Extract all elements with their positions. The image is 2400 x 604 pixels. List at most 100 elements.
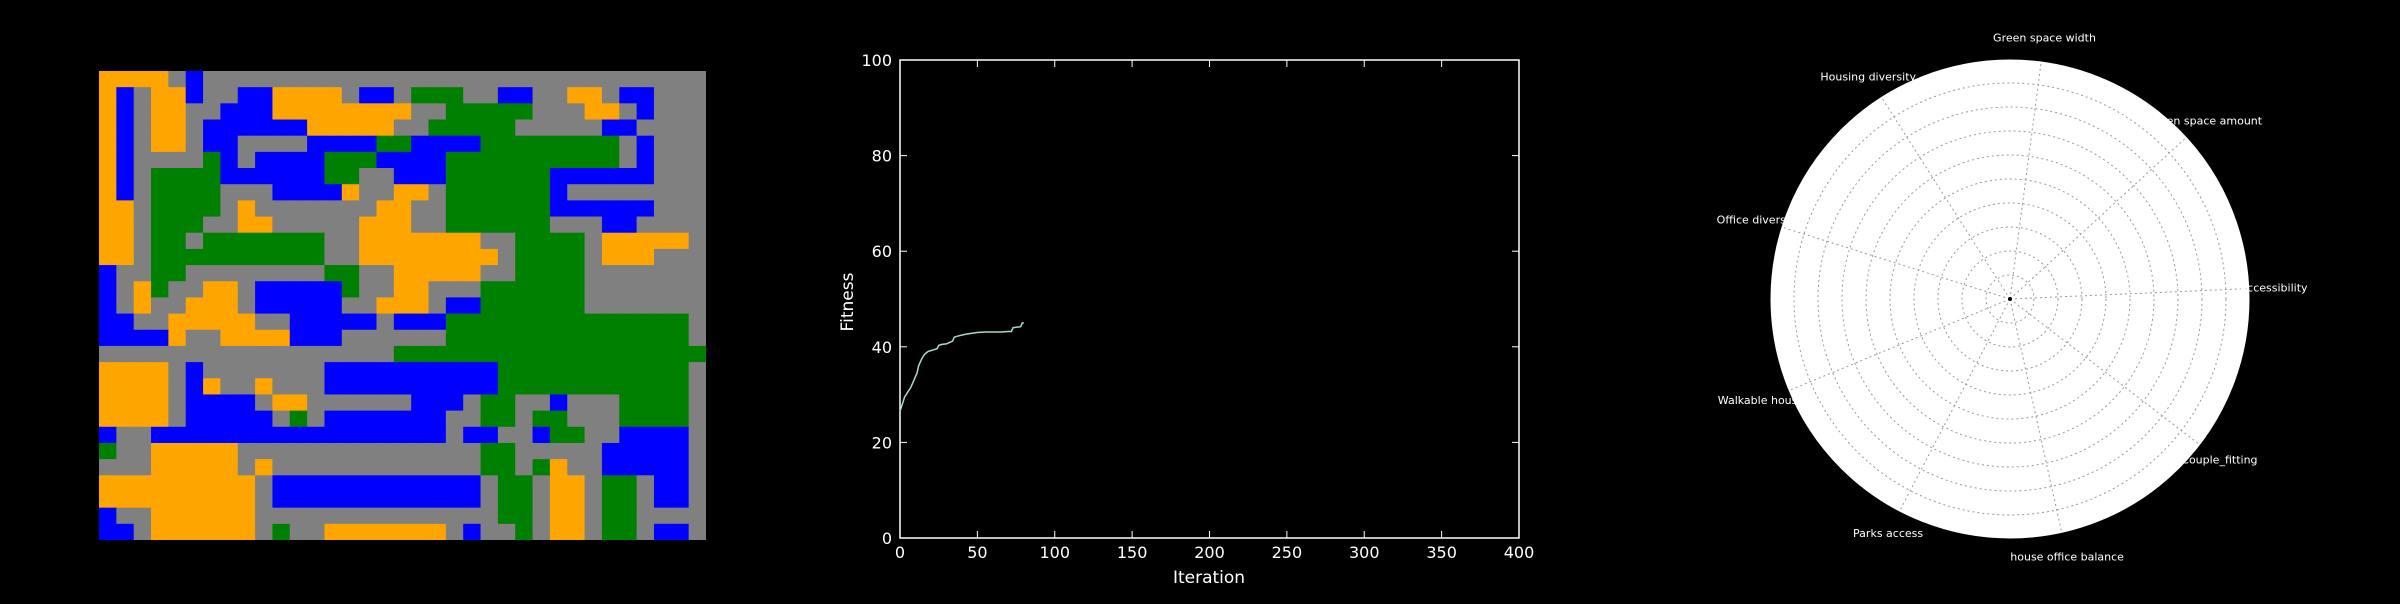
park-cell bbox=[515, 151, 534, 169]
objectives-radar-chart: Green space width Green space amount Acces… bbox=[1680, 20, 2340, 600]
park-cell bbox=[532, 135, 551, 153]
park-cell bbox=[341, 281, 360, 299]
road-cell bbox=[636, 265, 655, 282]
road-cell bbox=[567, 394, 586, 412]
road-cell bbox=[671, 87, 690, 104]
road-cell bbox=[480, 491, 499, 509]
office-cell bbox=[515, 87, 534, 104]
office-cell bbox=[116, 329, 135, 347]
y-tick-label: 0 bbox=[882, 529, 892, 548]
road-cell bbox=[619, 281, 638, 299]
office-cell bbox=[619, 216, 638, 234]
road-cell bbox=[359, 265, 378, 282]
park-cell bbox=[445, 119, 464, 137]
road-cell bbox=[532, 119, 551, 137]
road-cell bbox=[636, 491, 655, 509]
housing-cell bbox=[116, 200, 135, 218]
road-cell bbox=[393, 119, 412, 137]
office-cell bbox=[324, 281, 343, 299]
office-cell bbox=[289, 475, 308, 493]
park-cell bbox=[463, 184, 482, 201]
housing-cell bbox=[567, 475, 586, 493]
radar-spoke bbox=[1780, 226, 2011, 300]
housing-cell bbox=[151, 87, 169, 104]
office-cell bbox=[255, 103, 274, 121]
road-cell bbox=[185, 329, 204, 347]
office-cell bbox=[359, 491, 378, 509]
office-cell bbox=[463, 135, 482, 153]
office-cell bbox=[307, 168, 326, 185]
office-cell bbox=[411, 475, 430, 493]
road-cell bbox=[393, 87, 412, 104]
housing-cell bbox=[636, 232, 655, 250]
park-cell bbox=[168, 232, 187, 250]
park-cell bbox=[463, 216, 482, 234]
road-cell bbox=[393, 507, 412, 525]
road-cell bbox=[653, 135, 672, 153]
park-cell bbox=[653, 362, 672, 379]
road-cell bbox=[671, 119, 690, 137]
road-cell bbox=[636, 297, 655, 315]
park-cell bbox=[463, 103, 482, 121]
office-cell bbox=[133, 329, 152, 347]
park-cell bbox=[671, 313, 690, 331]
office-cell bbox=[185, 362, 204, 379]
park-cell bbox=[549, 232, 568, 250]
road-cell bbox=[688, 362, 707, 379]
office-cell bbox=[99, 329, 117, 347]
road-cell bbox=[220, 265, 239, 282]
park-cell bbox=[671, 362, 690, 379]
office-cell bbox=[272, 151, 291, 169]
park-cell bbox=[445, 345, 464, 363]
housing-cell bbox=[151, 459, 169, 476]
road-cell bbox=[532, 475, 551, 493]
road-cell bbox=[255, 442, 274, 460]
park-cell bbox=[636, 313, 655, 331]
road-cell bbox=[445, 281, 464, 299]
park-cell bbox=[289, 410, 308, 428]
park-cell bbox=[549, 378, 568, 396]
road-cell bbox=[463, 394, 482, 412]
office-cell bbox=[116, 87, 135, 104]
road-cell bbox=[636, 475, 655, 493]
housing-cell bbox=[428, 232, 447, 250]
road-cell bbox=[376, 71, 395, 88]
housing-cell bbox=[185, 523, 204, 541]
office-cell bbox=[601, 216, 620, 234]
park-cell bbox=[480, 281, 499, 299]
office-cell bbox=[428, 475, 447, 493]
road-cell bbox=[688, 184, 707, 201]
radar-axis-label: Green space amount bbox=[2147, 115, 2263, 128]
park-cell bbox=[515, 329, 534, 347]
park-cell bbox=[151, 248, 169, 266]
office-cell bbox=[463, 491, 482, 509]
road-cell bbox=[359, 459, 378, 476]
road-cell bbox=[237, 135, 256, 153]
road-cell bbox=[671, 103, 690, 121]
x-tick-label: 0 bbox=[895, 543, 905, 562]
park-cell bbox=[497, 491, 516, 509]
road-cell bbox=[168, 71, 187, 88]
office-cell bbox=[636, 426, 655, 444]
office-cell bbox=[272, 426, 291, 444]
park-cell bbox=[653, 394, 672, 412]
park-cell bbox=[497, 394, 516, 412]
housing-cell bbox=[237, 475, 256, 493]
office-cell bbox=[376, 491, 395, 509]
road-cell bbox=[480, 87, 499, 104]
road-cell bbox=[133, 426, 152, 444]
road-cell bbox=[497, 248, 516, 266]
park-cell bbox=[497, 410, 516, 428]
road-cell bbox=[324, 394, 343, 412]
park-cell bbox=[185, 168, 204, 185]
park-cell bbox=[532, 329, 551, 347]
housing-cell bbox=[99, 491, 117, 509]
road-cell bbox=[272, 362, 291, 379]
housing-cell bbox=[203, 459, 221, 476]
radar-axis-label: Accessibility bbox=[2240, 282, 2308, 295]
housing-cell bbox=[116, 232, 135, 250]
park-cell bbox=[272, 523, 291, 541]
road-cell bbox=[168, 378, 187, 396]
radar-axis-label: Green space width bbox=[1993, 31, 2096, 44]
road-cell bbox=[255, 313, 274, 331]
